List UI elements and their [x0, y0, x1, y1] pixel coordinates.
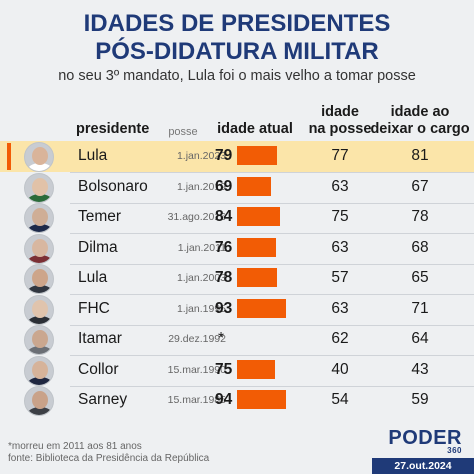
age-took-office: 54 [331, 391, 349, 408]
row-divider [70, 263, 474, 265]
age-left-office: 43 [411, 360, 429, 378]
column-header-age-left-1: idade ao [390, 104, 450, 120]
inauguration-date: 1.jan.2011 [177, 241, 226, 254]
table-row: Bolsonaro 1.jan.2019 69 63 67 [0, 172, 474, 204]
chart-title-line2: PÓS-DIDATURA MILITAR [95, 38, 379, 65]
age-now-bar [237, 207, 281, 226]
age-left-office: 68 [411, 238, 429, 256]
row-divider [70, 385, 474, 387]
age-now-label: 79 [215, 147, 233, 164]
age-took-office: 40 [331, 360, 349, 378]
table-row: FHC 1.jan.1995 93 63 71 [0, 294, 474, 326]
age-took-office: 77 [331, 147, 349, 164]
table-row: Dilma 1.jan.2011 76 63 68 [0, 233, 474, 265]
row-divider [70, 202, 474, 204]
president-portrait [24, 294, 54, 325]
age-took-office: 75 [331, 208, 349, 225]
inauguration-date: 1.jan.2003 [176, 272, 226, 284]
age-took-office: 63 [331, 177, 349, 195]
column-header-inauguration: posse [168, 126, 198, 138]
age-took-office: 57 [331, 269, 349, 286]
president-portrait [24, 355, 54, 386]
president-name: Bolsonaro [78, 177, 148, 195]
table-row: Lula 1.jan.2023 79 77 81 [0, 141, 474, 173]
age-now-bar [237, 237, 276, 257]
age-now-bar [237, 298, 286, 318]
president-name: Temer [78, 208, 122, 225]
row-divider [70, 324, 474, 326]
president-name: Dilma [78, 238, 118, 256]
age-left-office: 67 [411, 177, 429, 195]
age-now-label: 94 [215, 391, 233, 408]
table-row: Temer 31.ago.2016 84 75 78 [0, 202, 474, 234]
age-now-label: 84 [215, 208, 233, 225]
chart-subtitle: no seu 3º mandato, Lula foi o mais velho… [58, 68, 416, 84]
president-name: Sarney [78, 391, 128, 408]
president-name: Collor [78, 360, 119, 378]
column-header-age-took-2: na posse [308, 121, 372, 137]
inauguration-date: 1.jan.1995 [176, 302, 226, 315]
age-left-office: 59 [411, 391, 429, 408]
footnote: *morreu em 2011 aos 81 anos [8, 441, 142, 452]
inauguration-date: 15.mar.1990 [167, 363, 226, 376]
chart-title-line1: IDADES DE PRESIDENTES [83, 10, 391, 37]
president-portrait [24, 264, 54, 294]
row-divider [70, 355, 474, 356]
publication-date: 27.out.2024 [372, 458, 474, 474]
age-left-office: 64 [411, 330, 429, 347]
age-now-label: 75 [215, 360, 233, 378]
row-divider [70, 233, 474, 234]
age-took-office: 63 [331, 299, 349, 317]
row-divider [70, 172, 474, 173]
age-now-bar [237, 359, 275, 379]
president-portrait [24, 142, 54, 172]
age-took-office: 63 [331, 238, 349, 256]
table-row: Sarney 15.mar.1985 94 54 59 [0, 385, 474, 416]
inauguration-date: 1.jan.2019 [176, 180, 226, 193]
president-name: Itamar [78, 330, 122, 347]
president-portrait [24, 172, 54, 203]
president-portrait [24, 386, 54, 416]
age-took-office: 62 [331, 330, 349, 347]
age-now-label: 78 [215, 269, 233, 286]
president-portrait [24, 203, 54, 233]
inauguration-date: 15.mar.1985 [167, 394, 226, 406]
highlight-marker [7, 143, 11, 170]
president-name: FHC [78, 299, 110, 317]
table-row: Collor 15.mar.1990 75 40 43 [0, 355, 474, 387]
age-left-office: 81 [411, 147, 429, 164]
president-portrait [24, 325, 54, 355]
age-now-bar [237, 146, 278, 165]
inauguration-date: 1.jan.2023 [176, 150, 226, 162]
logo-number: 360 [447, 446, 462, 455]
inauguration-date: 31.ago.2016 [167, 211, 226, 223]
age-now-label: * [218, 330, 225, 347]
inauguration-date: 29.dez.1992 [168, 333, 226, 345]
column-header-president: presidente [76, 121, 150, 137]
age-now-label: 76 [215, 238, 233, 256]
president-portrait [24, 233, 54, 264]
age-now-bar [237, 176, 272, 196]
logo-text: PODER [388, 427, 462, 449]
age-now-label: 93 [215, 299, 233, 317]
row-divider [70, 294, 474, 295]
source-note: fonte: Biblioteca da Presidência da Repú… [8, 453, 210, 464]
age-left-office: 65 [411, 269, 429, 286]
president-name: Lula [78, 147, 108, 164]
age-left-office: 71 [411, 299, 429, 317]
column-header-age-left-2: deixar o cargo [370, 121, 470, 137]
age-now-label: 69 [215, 177, 233, 195]
age-now-bar [237, 390, 287, 409]
age-now-bar [237, 268, 277, 287]
column-header-age-now: idade atual [217, 121, 293, 137]
table-row: Lula 1.jan.2003 78 57 65 [0, 263, 474, 295]
age-left-office: 78 [411, 208, 429, 225]
column-header-age-took-1: idade [321, 104, 359, 120]
president-name: Lula [78, 269, 108, 286]
table-row: Itamar 29.dez.1992 * 62 64 [0, 324, 474, 356]
poder360-logo: PODER 360 [388, 427, 462, 455]
